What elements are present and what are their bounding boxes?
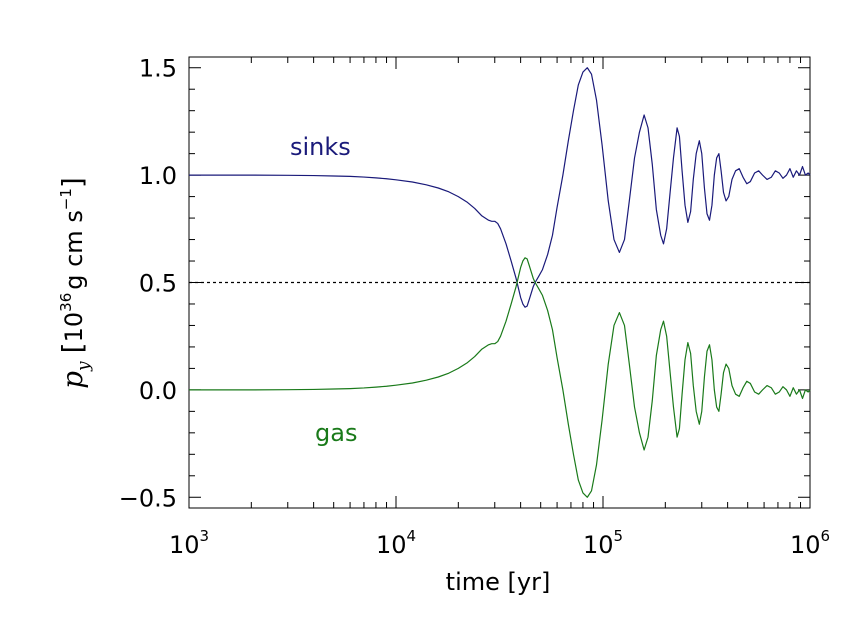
plot-frame xyxy=(188,56,811,509)
x-tick-label: 104 xyxy=(376,527,416,559)
y-tick-labels: −0.5 0.0 0.5 1.0 1.5 xyxy=(119,55,177,513)
y-label-bracket-open: [ xyxy=(56,342,89,353)
y-tick-label: 1.0 xyxy=(139,162,177,190)
x-tick-label: 105 xyxy=(583,527,623,559)
ticks xyxy=(188,57,811,508)
y-label-base: 10 xyxy=(60,312,88,343)
y-tick-label: −0.5 xyxy=(119,484,177,512)
y-label-bracket-close: ] xyxy=(56,177,89,188)
x-axis-label: time [yr] xyxy=(446,568,551,596)
series-layer xyxy=(189,67,811,498)
y-label-units-exponent: −1 xyxy=(57,188,75,210)
series-label-sinks: sinks xyxy=(290,133,351,161)
series-line-gas xyxy=(189,257,811,498)
x-tick-label: 103 xyxy=(169,527,209,559)
series-line-sinks xyxy=(189,67,811,308)
x-tick-label: 106 xyxy=(790,527,830,559)
y-tick-label: 0.0 xyxy=(139,377,177,405)
y-label-subscript: y xyxy=(74,361,94,372)
y-label-exponent: 36 xyxy=(57,293,75,312)
svg-text:py[1036g cm s−1]: py [1036 g cm s−1] xyxy=(56,177,94,389)
y-label-symbol: p xyxy=(56,371,89,389)
y-tick-label: 1.5 xyxy=(139,55,177,83)
y-tick-label: 0.5 xyxy=(139,270,177,298)
y-label-units: g cm s xyxy=(60,210,88,290)
x-tick-labels: 103 104 105 106 xyxy=(169,527,830,559)
y-axis-label: py [1036 g cm s−1] xyxy=(56,177,94,389)
series-label-gas: gas xyxy=(315,419,357,447)
